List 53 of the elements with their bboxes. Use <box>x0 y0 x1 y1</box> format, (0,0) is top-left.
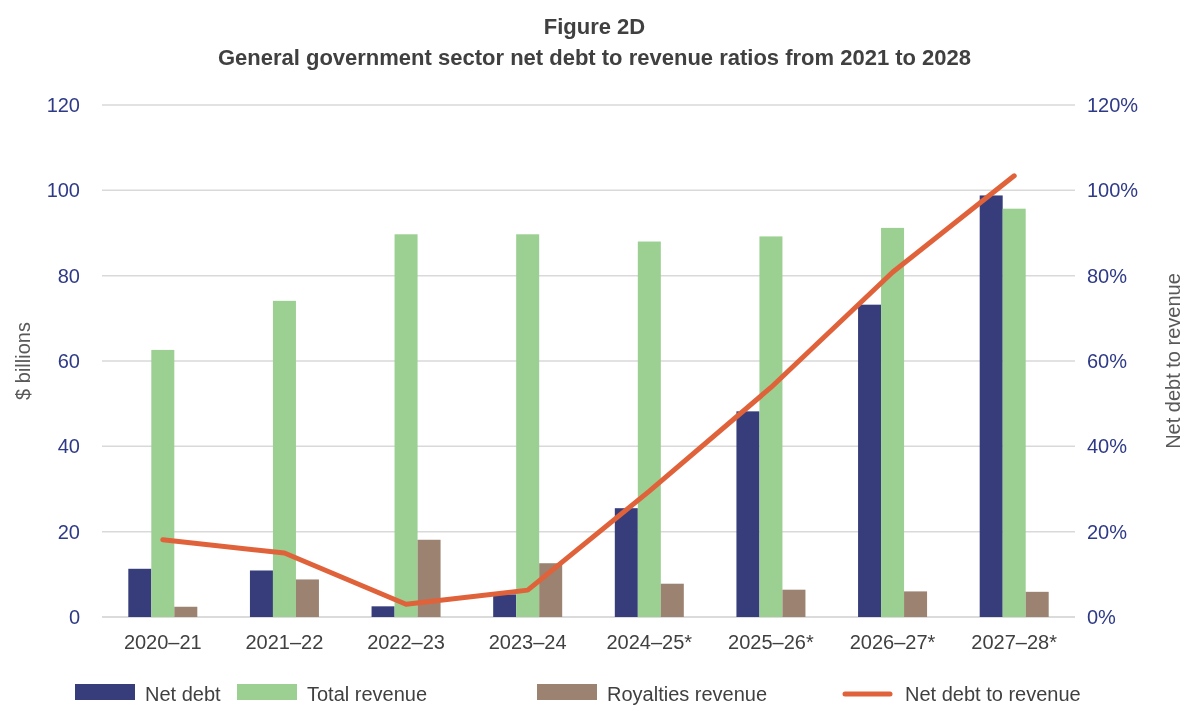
bar <box>881 227 905 617</box>
y2-tick-label: 40% <box>1087 435 1128 458</box>
bar <box>394 234 418 617</box>
x-tick-label: 2022–23 <box>367 631 445 653</box>
bar <box>736 411 760 617</box>
bar <box>249 570 273 617</box>
y2-tick-label: 120% <box>1087 94 1139 116</box>
bar <box>904 591 928 617</box>
bar <box>782 589 806 617</box>
y-tick-label: 100 <box>46 179 80 202</box>
bar <box>858 304 882 617</box>
bar <box>759 236 783 617</box>
y-tick-label: 120 <box>46 94 80 116</box>
y-tick-label: 80 <box>57 264 80 287</box>
y-axis-title: $ billions <box>12 322 34 400</box>
bar <box>128 568 152 617</box>
y2-tick-label: 100% <box>1087 179 1139 202</box>
legend-label: Net debt to revenue <box>905 683 1081 705</box>
bar <box>417 539 441 617</box>
x-tick-label: 2025–26* <box>728 631 814 653</box>
bar <box>660 583 684 617</box>
y-tick-label: 0 <box>68 606 80 628</box>
bar <box>371 606 395 617</box>
y2-tick-label: 60% <box>1087 350 1128 372</box>
bar <box>272 300 296 617</box>
y2-axis-title: Net debt to revenue <box>1162 273 1184 449</box>
y-tick-label: 60 <box>57 350 80 372</box>
x-tick-label: 2027–28* <box>971 631 1058 653</box>
bar <box>614 508 638 617</box>
x-tick-label: 2021–22 <box>245 631 324 653</box>
bar <box>151 349 175 617</box>
bar <box>516 234 540 617</box>
x-tick-label: 2020–21 <box>123 631 202 653</box>
legend-label: Total revenue <box>307 683 428 705</box>
y-tick-label: 40 <box>57 435 80 458</box>
y-tick-label: 20 <box>57 520 80 543</box>
legend-label: Royalties revenue <box>607 683 768 705</box>
y2-tick-label: 20% <box>1087 520 1128 543</box>
y2-tick-label: 0% <box>1087 606 1117 628</box>
bar <box>295 579 319 617</box>
chart-title: Figure 2D <box>543 14 646 39</box>
bar <box>637 241 661 617</box>
x-tick-label: 2026–27* <box>849 631 936 653</box>
bar <box>493 594 517 617</box>
chart-subtitle: General government sector net debt to revenue ratios from 2021 to 2028 <box>217 45 972 70</box>
bar <box>174 606 198 617</box>
bar <box>979 195 1003 617</box>
x-tick-label: 2024–25* <box>606 631 693 653</box>
bar <box>1025 591 1049 617</box>
y2-tick-label: 80% <box>1087 264 1128 287</box>
legend-label: Net debt <box>145 683 222 705</box>
bar <box>1002 208 1026 617</box>
x-tick-label: 2023–24 <box>488 631 567 653</box>
